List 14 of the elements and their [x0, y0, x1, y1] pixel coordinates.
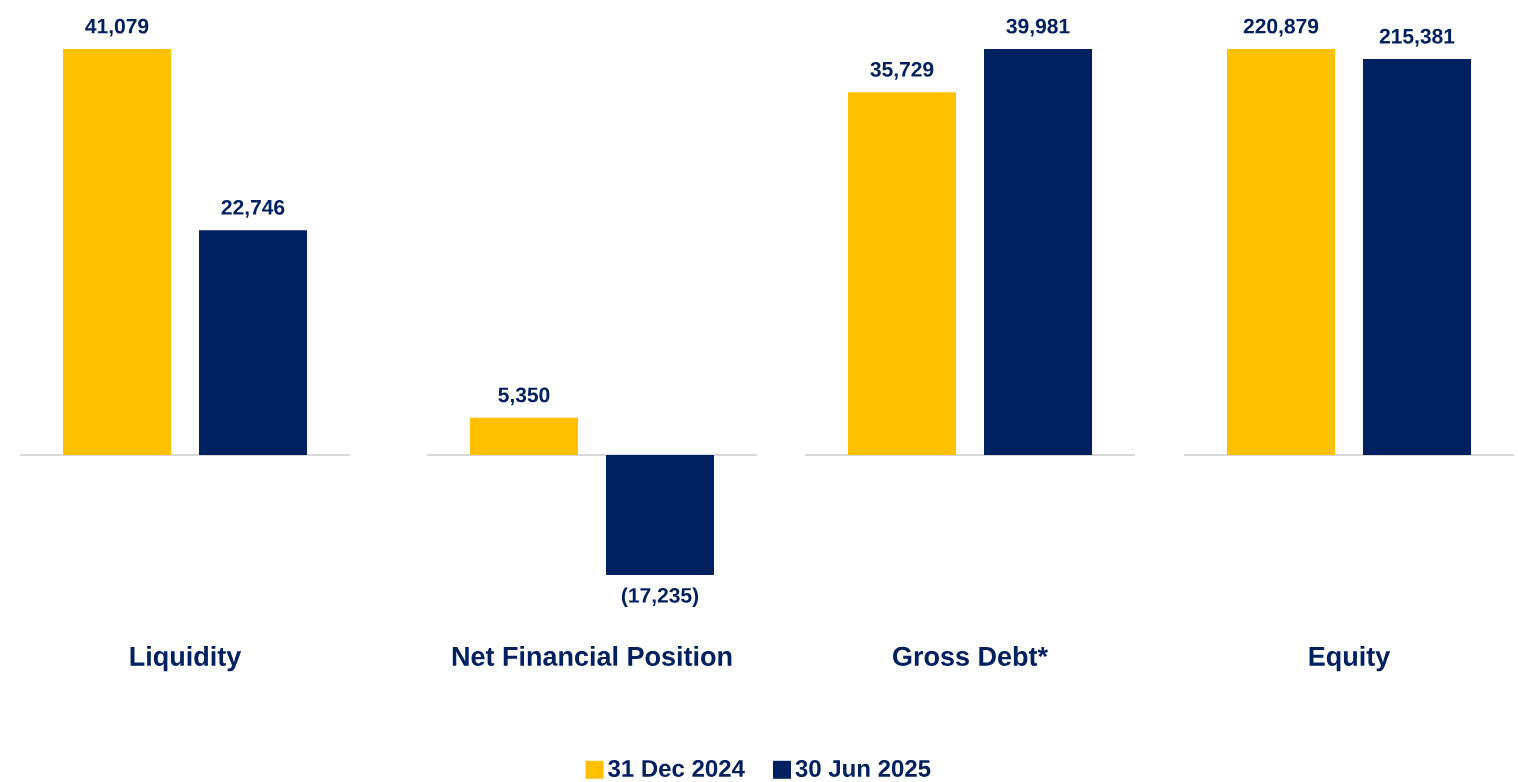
data-label: 35,729 — [870, 61, 934, 80]
data-label: 220,879 — [1243, 18, 1319, 37]
legend-label: 30 Jun 2025 — [795, 759, 931, 777]
data-label: (17,235) — [621, 587, 699, 607]
data-label: 215,381 — [1379, 28, 1455, 47]
data-label: 5,350 — [498, 387, 550, 406]
data-label: 41,079 — [85, 18, 149, 37]
legend-label: 31 Dec 2024 — [608, 759, 745, 777]
x-axis-title: Liquidity — [130, 646, 242, 672]
data-label: 39,981 — [1006, 18, 1070, 37]
x-axis-title: Gross Debt* — [893, 646, 1048, 666]
data-label: 22,746 — [221, 199, 285, 218]
x-axis-title: Net Financial Position — [452, 646, 732, 666]
x-axis-title: Equity — [1309, 646, 1391, 672]
